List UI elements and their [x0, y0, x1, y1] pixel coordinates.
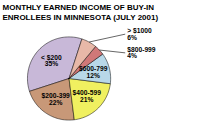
- svg-text:$400-59921%: $400-59921%: [73, 89, 102, 103]
- svg-text:$200-39922%: $200-39922%: [42, 92, 71, 106]
- svg-text:$800-9994%: $800-9994%: [127, 46, 156, 60]
- svg-text:MONTHLY EARNED INCOME OF BUY-I: MONTHLY EARNED INCOME OF BUY-INENROLLEES…: [3, 3, 159, 22]
- svg-text:< $20035%: < $20035%: [41, 54, 62, 68]
- svg-text:$600-79912%: $600-79912%: [79, 65, 108, 79]
- svg-text:> $10006%: > $10006%: [127, 27, 152, 41]
